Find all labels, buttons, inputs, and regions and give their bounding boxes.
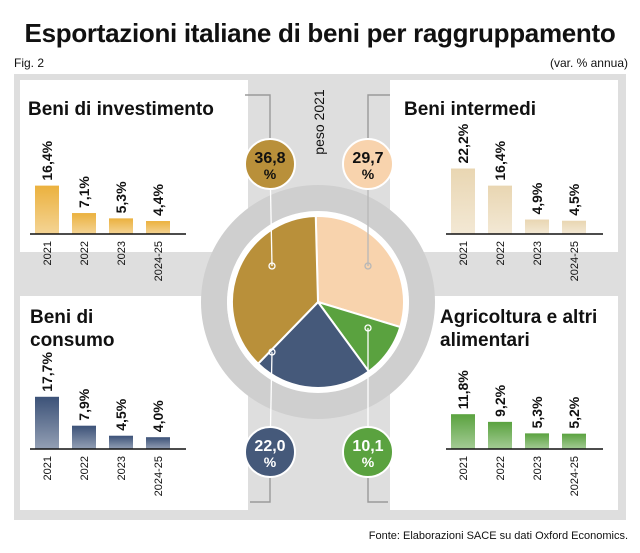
- data-label: 11,8%: [455, 370, 471, 409]
- connector-line: [245, 94, 271, 138]
- bar: [525, 433, 549, 449]
- tick-label: 2022: [495, 456, 507, 480]
- unit-label: (var. % annua): [549, 56, 628, 70]
- bar: [525, 219, 549, 234]
- panel-title-agricoltura: Agricoltura e altri alimentari: [440, 307, 598, 351]
- bar: [72, 213, 96, 234]
- bar: [35, 396, 59, 449]
- value-bubble: [244, 426, 296, 478]
- panel-title-beni-intermedi: Beni intermedi: [404, 99, 536, 120]
- bar: [146, 221, 170, 234]
- tick-label: 2023: [532, 241, 544, 265]
- connector-line: [250, 478, 271, 503]
- bar: [451, 414, 475, 449]
- pie-anchor-dot: [364, 324, 372, 332]
- data-label: 5,3%: [529, 396, 545, 428]
- tick-label: 2024-25: [153, 456, 165, 496]
- tick-label: 2021: [458, 241, 470, 265]
- data-label: 4,4%: [150, 184, 166, 216]
- tick-label: 2021: [42, 241, 54, 265]
- bar: [451, 168, 475, 234]
- pie-slice: [231, 215, 320, 366]
- bubble-unit: %: [362, 166, 375, 182]
- tick-label: 2022: [79, 456, 91, 480]
- data-label: 7,9%: [76, 388, 92, 420]
- data-label: 4,0%: [150, 400, 166, 432]
- panel-title-beni-consumo: Beni di consumo: [30, 307, 115, 351]
- pie-slice: [314, 215, 405, 329]
- tick-label: 2023: [116, 241, 128, 265]
- bar: [35, 185, 59, 234]
- tick-label: 2024-25: [153, 241, 165, 281]
- bubble-unit: %: [362, 454, 375, 470]
- data-label: 17,7%: [39, 352, 55, 392]
- value-bubble: [342, 426, 394, 478]
- tick-label: 2023: [116, 456, 128, 480]
- pie-anchor-dot: [364, 262, 372, 270]
- pie-slice: [256, 300, 371, 389]
- bar: [109, 218, 133, 234]
- tick-label: 2021: [42, 456, 54, 480]
- data-label: 16,4%: [39, 140, 55, 180]
- bar: [488, 185, 512, 234]
- tick-label: 2022: [79, 241, 91, 265]
- value-bubble: [342, 138, 394, 190]
- bar: [72, 425, 96, 449]
- tick-label: 2021: [458, 456, 470, 480]
- page-title: Esportazioni italiane di beni per raggru…: [24, 18, 616, 48]
- data-label: 4,5%: [566, 183, 582, 215]
- tick-label: 2024-25: [569, 456, 581, 496]
- bar: [562, 433, 586, 449]
- data-label: 5,2%: [566, 396, 582, 428]
- bar: [109, 435, 133, 449]
- value-bubble: [244, 138, 296, 190]
- data-label: 4,5%: [113, 398, 129, 430]
- data-label: 7,1%: [76, 176, 92, 208]
- data-label: 9,2%: [492, 384, 508, 416]
- bubble-value: 36,8: [254, 150, 285, 167]
- center-label: peso 2021: [311, 89, 327, 155]
- bubble-value: 22,0: [254, 438, 285, 455]
- pie-anchor-dot: [268, 348, 276, 356]
- data-label: 4,9%: [529, 182, 545, 214]
- data-label: 16,4%: [492, 140, 508, 180]
- bar: [488, 421, 512, 449]
- bubble-unit: %: [264, 166, 277, 182]
- tick-label: 2022: [495, 241, 507, 265]
- pie-ring: [201, 185, 435, 419]
- bubble-value: 10,1: [352, 438, 383, 455]
- data-label: 5,3%: [113, 181, 129, 213]
- bar: [146, 437, 170, 449]
- connector-line: [367, 94, 390, 138]
- bar: [562, 220, 586, 234]
- data-label: 22,2%: [455, 123, 471, 163]
- bubble-value: 29,7: [352, 150, 383, 167]
- bubble-unit: %: [264, 454, 277, 470]
- tick-label: 2024-25: [569, 241, 581, 281]
- connector-line: [367, 478, 388, 503]
- pie-anchor-dot: [268, 262, 276, 270]
- source-note: Fonte: Elaborazioni SACE su dati Oxford …: [368, 530, 628, 542]
- panel-title-beni-investimento: Beni di investimento: [28, 99, 214, 120]
- tick-label: 2023: [532, 456, 544, 480]
- figure-number: Fig. 2: [14, 56, 45, 70]
